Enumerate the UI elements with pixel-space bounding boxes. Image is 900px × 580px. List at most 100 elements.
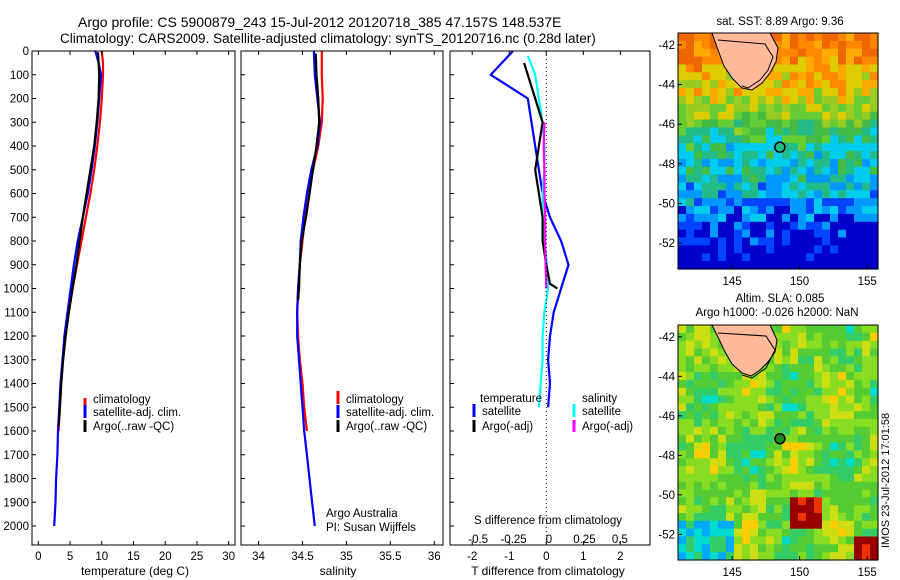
sla-map-land-tasmania bbox=[711, 324, 778, 377]
heatmap-cell bbox=[750, 395, 759, 404]
heatmap-cell bbox=[694, 364, 703, 373]
heatmap-cell bbox=[862, 88, 871, 97]
heatmap-cell bbox=[846, 64, 855, 73]
heatmap-cell bbox=[814, 111, 823, 121]
heatmap-cell bbox=[726, 103, 735, 113]
heatmap-cell bbox=[782, 213, 791, 223]
s-diff-tick-label: -0.25 bbox=[500, 534, 526, 546]
heatmap-cell bbox=[830, 466, 839, 475]
heatmap-cell bbox=[758, 403, 767, 412]
heatmap-cell bbox=[726, 372, 735, 381]
heatmap-cell bbox=[766, 190, 775, 199]
heatmap-cell bbox=[734, 372, 743, 381]
series-line-salinity-argo-adj bbox=[542, 122, 548, 289]
heatmap-cell bbox=[686, 348, 695, 357]
heatmap-cell bbox=[694, 403, 703, 412]
heatmap-cell bbox=[790, 143, 799, 152]
heatmap-cell bbox=[822, 166, 831, 176]
heatmap-cell bbox=[870, 221, 879, 231]
legend-label-satellite: satellite-adj. clim. bbox=[346, 407, 434, 419]
heatmap-cell bbox=[806, 505, 815, 514]
heatmap-cell bbox=[686, 190, 695, 199]
heatmap-cell bbox=[774, 64, 783, 73]
heatmap-cell bbox=[734, 528, 743, 538]
heatmap-cell bbox=[758, 80, 767, 89]
heatmap-cell bbox=[694, 332, 703, 342]
heatmap-cell bbox=[854, 56, 863, 66]
heatmap-cell bbox=[798, 237, 807, 246]
heatmap-cell bbox=[734, 379, 743, 389]
heatmap-cell bbox=[846, 379, 855, 389]
heatmap-cell bbox=[758, 466, 767, 475]
heatmap-cell bbox=[702, 426, 711, 436]
lat-tick-label: -50 bbox=[658, 199, 675, 211]
heatmap-cell bbox=[790, 497, 799, 506]
heatmap-cell bbox=[694, 158, 703, 168]
heatmap-cell bbox=[726, 419, 735, 428]
heatmap-cell bbox=[718, 450, 727, 459]
heatmap-cell bbox=[798, 552, 807, 561]
heatmap-cell bbox=[862, 206, 871, 215]
heatmap-cell bbox=[846, 261, 855, 270]
heatmap-cell bbox=[702, 56, 711, 66]
series-line-temperature-satellite bbox=[489, 50, 570, 408]
heatmap-cell bbox=[846, 411, 855, 420]
heatmap-cell bbox=[710, 481, 719, 491]
heatmap-cell bbox=[742, 166, 751, 176]
heatmap-cell bbox=[798, 174, 807, 184]
heatmap-cell bbox=[718, 206, 727, 215]
heatmap-cell bbox=[702, 489, 711, 498]
heatmap-cell bbox=[718, 143, 727, 152]
heatmap-cell bbox=[806, 528, 815, 538]
heatmap-cell bbox=[814, 190, 823, 199]
salinity-axes: 34 34.5 35 35.5 36 bbox=[241, 50, 441, 563]
heatmap-cell bbox=[734, 403, 743, 412]
heatmap-cell bbox=[798, 48, 807, 58]
heatmap-cell bbox=[726, 119, 735, 128]
heatmap-cell bbox=[822, 356, 831, 365]
heatmap-cell bbox=[822, 450, 831, 459]
heatmap-cell bbox=[830, 528, 839, 538]
heatmap-cell bbox=[750, 411, 759, 420]
heatmap-cell bbox=[790, 72, 799, 81]
heatmap-cell bbox=[846, 387, 855, 397]
heatmap-cell bbox=[830, 56, 839, 66]
heatmap-cell bbox=[702, 332, 711, 342]
heatmap-cell bbox=[678, 95, 687, 105]
heatmap-cell bbox=[686, 419, 695, 428]
heatmap-cell bbox=[702, 88, 711, 97]
heatmap-cell bbox=[798, 253, 807, 262]
heatmap-cell bbox=[774, 103, 783, 113]
heatmap-cell bbox=[862, 80, 871, 89]
heatmap-cell bbox=[686, 56, 695, 66]
heatmap-cell bbox=[806, 221, 815, 231]
heatmap-cell bbox=[678, 497, 687, 506]
heatmap-cell bbox=[734, 434, 743, 444]
difference-profile-panel: -2 -1 0 1 2-0.5 -0.25 0 0.25 0.5 temperature sal… bbox=[449, 50, 651, 578]
heatmap-cell bbox=[846, 505, 855, 514]
heatmap-cell bbox=[790, 403, 799, 412]
heatmap-cell bbox=[742, 544, 751, 553]
heatmap-cell bbox=[782, 48, 791, 58]
heatmap-cell bbox=[782, 426, 791, 436]
heatmap-cell bbox=[766, 442, 775, 451]
heatmap-cell bbox=[838, 261, 847, 270]
heatmap-cell bbox=[798, 33, 807, 42]
heatmap-cell bbox=[862, 64, 871, 73]
heatmap-cell bbox=[854, 513, 863, 522]
heatmap-cell bbox=[694, 513, 703, 522]
heatmap-cell bbox=[710, 103, 719, 113]
heatmap-cell bbox=[758, 434, 767, 444]
heatmap-cell bbox=[814, 80, 823, 89]
heatmap-cell bbox=[710, 348, 719, 357]
heatmap-cell bbox=[822, 237, 831, 246]
heatmap-cell bbox=[742, 419, 751, 428]
heatmap-cell bbox=[702, 552, 711, 561]
heatmap-cell bbox=[694, 151, 703, 160]
legend-label-satellite: satellite-adj. clim. bbox=[93, 407, 181, 419]
heatmap-cell bbox=[814, 40, 823, 50]
heatmap-cell bbox=[854, 127, 863, 136]
heatmap-cell bbox=[830, 245, 839, 254]
sla-map-panel: Altim. SLA: 0.085 Argo h1000: -0.026 h20… bbox=[658, 293, 879, 579]
heatmap-cell bbox=[742, 151, 751, 160]
